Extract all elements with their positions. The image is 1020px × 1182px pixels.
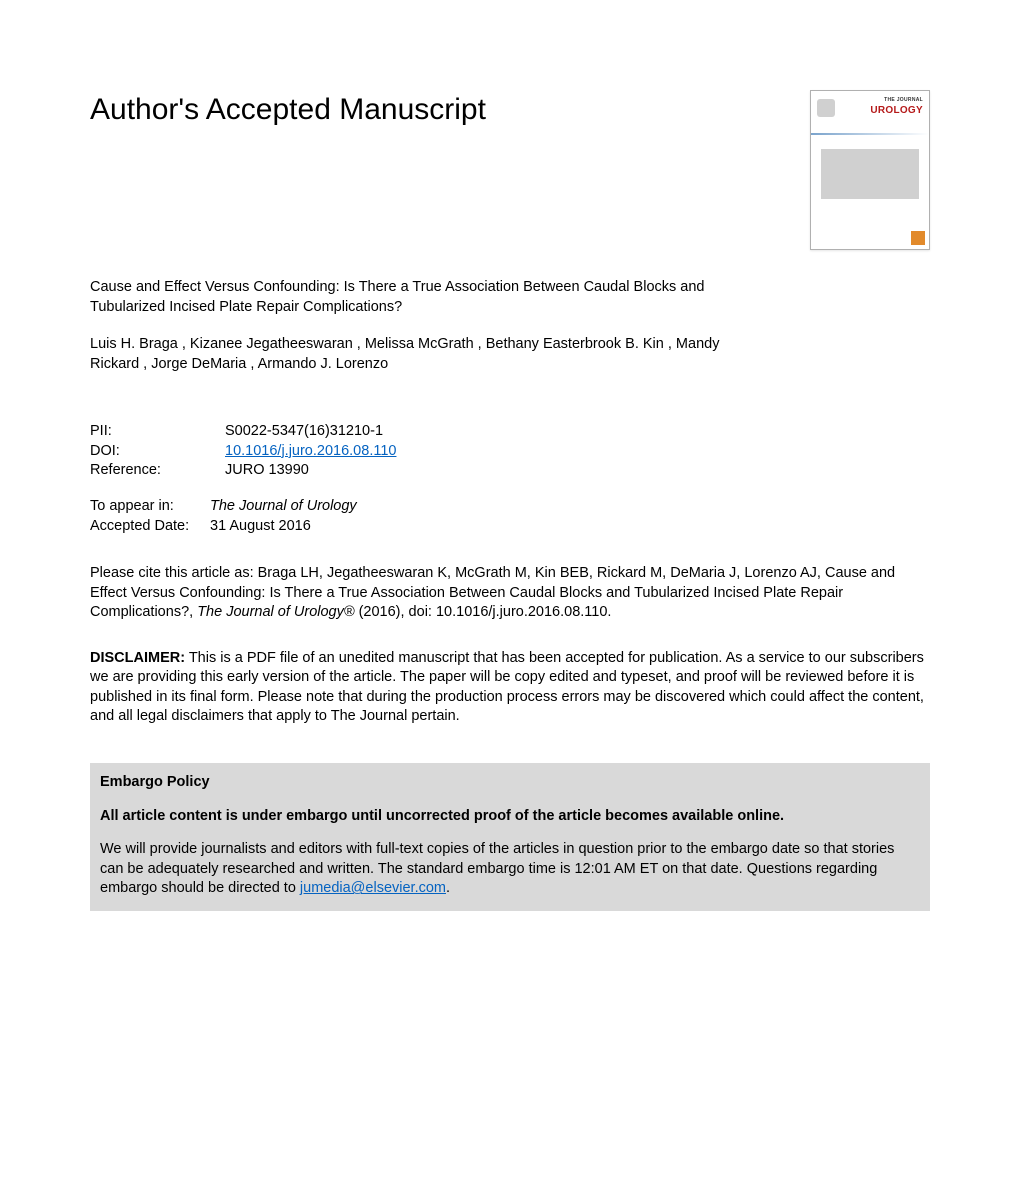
- publication-info: To appear in: The Journal of Urology Acc…: [90, 497, 930, 536]
- disclaimer-body: This is a PDF file of an unedited manusc…: [90, 650, 924, 725]
- article-title: Cause and Effect Versus Confounding: Is …: [90, 278, 730, 317]
- embargo-statement: All article content is under embargo unt…: [100, 807, 920, 827]
- publisher-logo-icon: [911, 231, 925, 245]
- embargo-email-link[interactable]: jumedia@elsevier.com: [300, 880, 446, 896]
- reference-row: Reference: JURO 13990: [90, 461, 930, 481]
- citation-suffix: (2016), doi: 10.1016/j.juro.2016.08.110.: [355, 604, 612, 620]
- pii-label: PII:: [90, 422, 225, 442]
- accepted-date-label: Accepted Date:: [90, 517, 210, 537]
- reference-value: JURO 13990: [225, 461, 309, 481]
- to-appear-value: The Journal of Urology: [210, 497, 357, 517]
- pii-row: PII: S0022-5347(16)31210-1: [90, 422, 930, 442]
- metadata-table: PII: S0022-5347(16)31210-1 DOI: 10.1016/…: [90, 422, 930, 481]
- doi-link[interactable]: 10.1016/j.juro.2016.08.110: [225, 443, 396, 459]
- reference-label: Reference:: [90, 461, 225, 481]
- cover-seal-icon: [817, 99, 835, 117]
- pii-value: S0022-5347(16)31210-1: [225, 422, 383, 442]
- page-heading: Author's Accepted Manuscript: [90, 90, 486, 131]
- disclaimer-text: DISCLAIMER: This is a PDF file of an une…: [90, 649, 930, 727]
- embargo-title: Embargo Policy: [100, 773, 920, 793]
- authors-list: Luis H. Braga , Kizanee Jegatheeswaran ,…: [90, 335, 770, 374]
- embargo-body: We will provide journalists and editors …: [100, 840, 920, 899]
- to-appear-label: To appear in:: [90, 497, 210, 517]
- cover-title: THE JOURNAL UROLOGY: [870, 97, 923, 117]
- cover-title-small: THE JOURNAL: [870, 97, 923, 104]
- citation-journal: The Journal of Urology®: [197, 604, 354, 620]
- embargo-body-suffix: .: [446, 880, 450, 896]
- to-appear-row: To appear in: The Journal of Urology: [90, 497, 930, 517]
- embargo-body-prefix: We will provide journalists and editors …: [100, 841, 894, 896]
- cover-divider: [811, 133, 929, 135]
- cover-image-placeholder: [821, 149, 919, 199]
- journal-cover-thumbnail: THE JOURNAL UROLOGY: [810, 90, 930, 250]
- accepted-date-row: Accepted Date: 31 August 2016: [90, 517, 930, 537]
- disclaimer-label: DISCLAIMER:: [90, 650, 185, 666]
- citation-text: Please cite this article as: Braga LH, J…: [90, 564, 930, 623]
- embargo-policy-box: Embargo Policy All article content is un…: [90, 763, 930, 911]
- doi-row: DOI: 10.1016/j.juro.2016.08.110: [90, 442, 930, 462]
- doi-label: DOI:: [90, 442, 225, 462]
- cover-title-big: UROLOGY: [870, 104, 923, 118]
- accepted-date-value: 31 August 2016: [210, 517, 311, 537]
